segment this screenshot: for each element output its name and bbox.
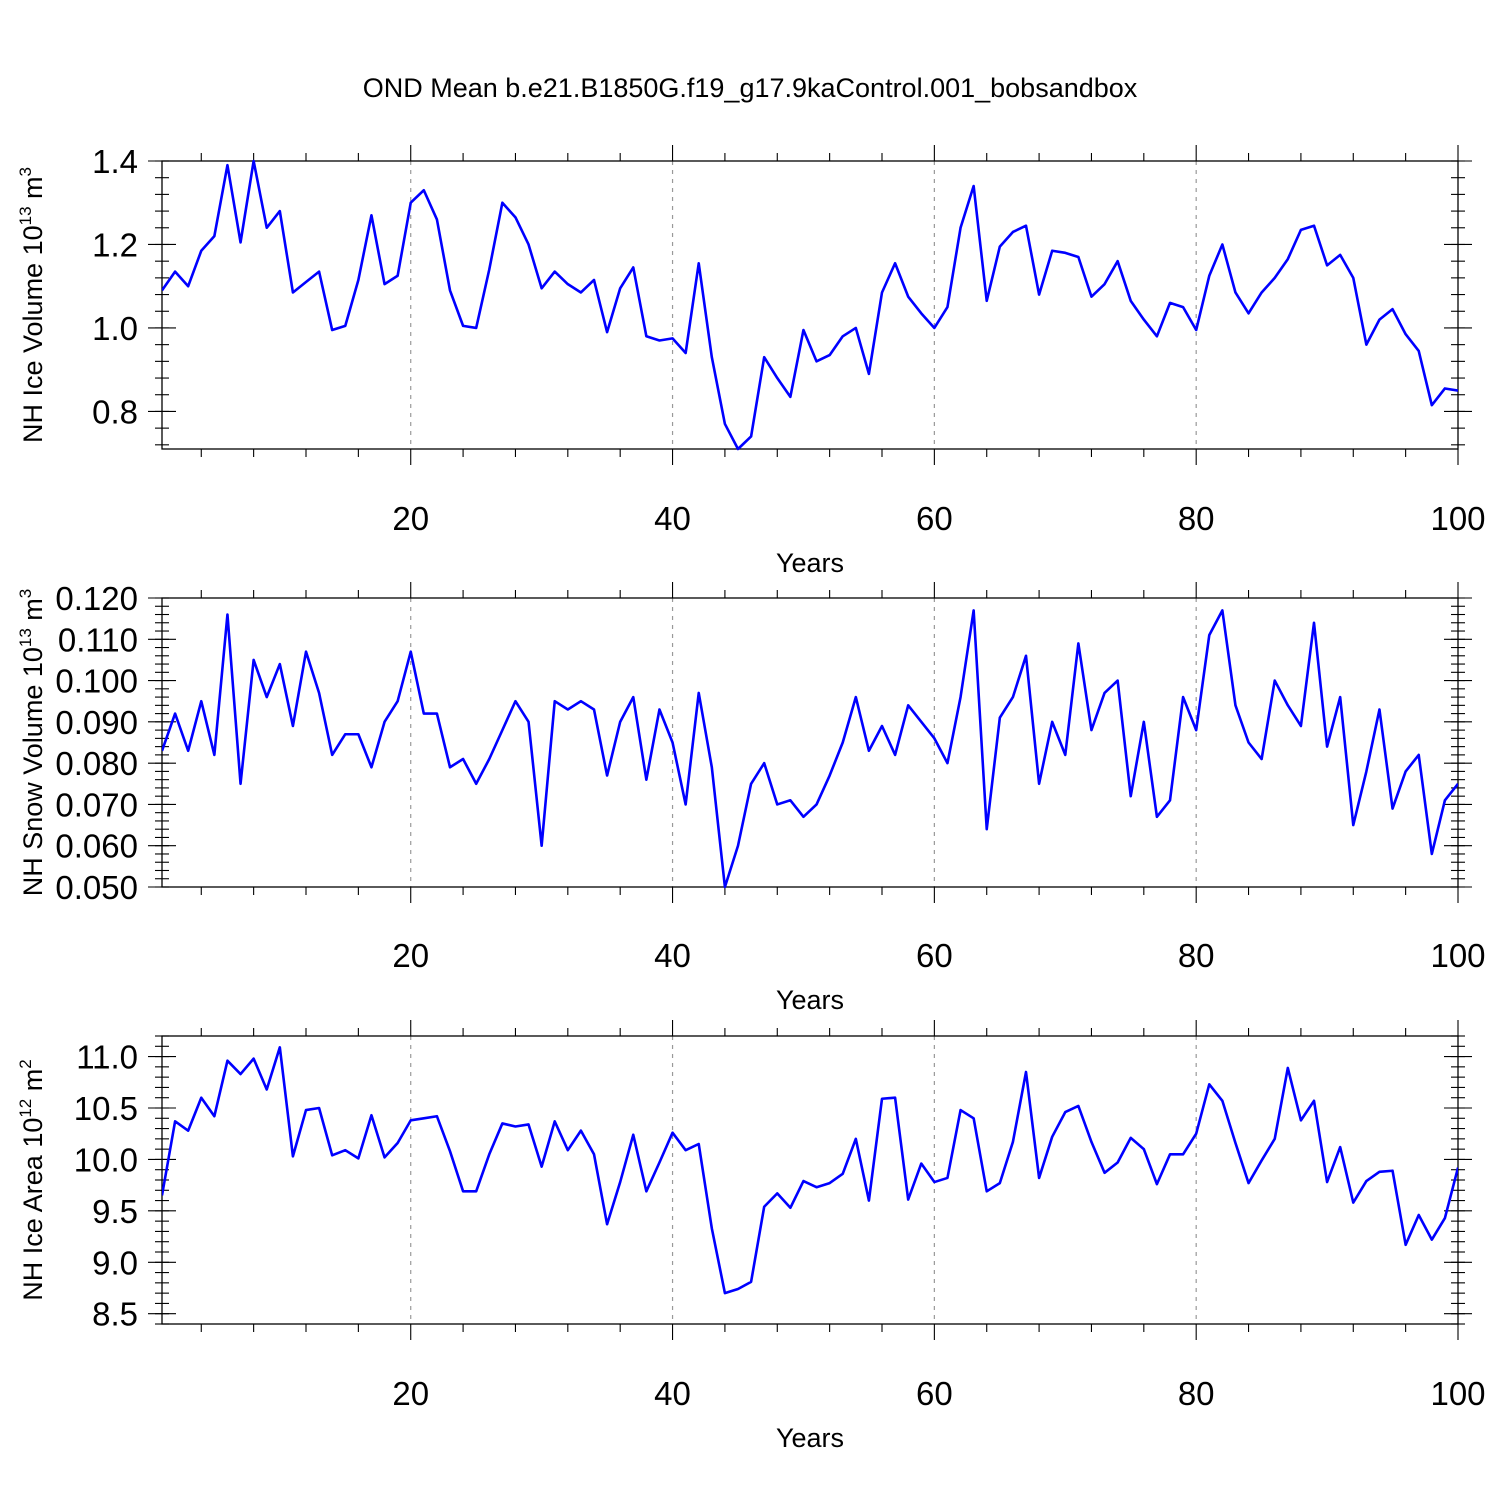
y-tick-label: 0.110: [58, 621, 138, 658]
y-tick-label: 0.070: [55, 786, 138, 823]
y-axis-label-unit-exponent: 3: [16, 167, 35, 176]
x-tick-label: 100: [1430, 500, 1485, 537]
y-tick-label: 0.8: [92, 393, 138, 430]
y-tick-label: 0.060: [55, 828, 138, 865]
y-axis-label-unit-exponent: 3: [16, 589, 35, 598]
y-axis-label-unit: m: [18, 176, 48, 206]
y-axis-label-text: NH Ice Volume 10: [18, 225, 48, 443]
x-axis-label: Years: [776, 985, 844, 1015]
y-tick-label: 1.2: [92, 226, 138, 263]
x-tick-label: 40: [654, 937, 691, 974]
panel-snow-volume: 0.050 0.060 0.070 0.080 0.090 0.100 0.110 0.120…: [16, 580, 1486, 1015]
panel-ice-volume: 0.8 1.0 1.2 1.4 20 40 60 80 100 Years NH Ice Volum…: [16, 143, 1486, 578]
x-tick-label: 40: [654, 1375, 691, 1412]
y-axis-label-exponent: 13: [16, 628, 35, 647]
y-axis-label-text: NH Ice Area 10: [18, 1118, 48, 1301]
y-tick-label: 0.050: [55, 869, 138, 906]
y-axis-label-exponent: 13: [16, 206, 35, 225]
plot-frame: [161, 1035, 1459, 1325]
y-tick-label: 10.0: [74, 1141, 138, 1178]
y-axis-label-exponent: 12: [16, 1099, 35, 1118]
y-axis-label-unit-exponent: 2: [16, 1059, 35, 1068]
y-tick-label: 11.0: [76, 1039, 138, 1076]
x-tick-label: 20: [392, 500, 429, 537]
y-tick-label: 0.120: [55, 580, 138, 617]
y-tick-label: 1.4: [92, 143, 138, 180]
y-axis-label-unit: m: [18, 1069, 48, 1099]
y-axis-label-unit: m: [18, 598, 48, 628]
y-axis-label: NH Ice Volume 1013 m3: [16, 167, 48, 443]
x-tick-label: 80: [1178, 937, 1215, 974]
x-tick-label: 100: [1430, 1375, 1485, 1412]
x-tick-label: 60: [916, 500, 953, 537]
series-line-ice-area: [162, 1046, 1458, 1295]
x-tick-label: 60: [916, 937, 953, 974]
x-axis-label: Years: [776, 1423, 844, 1453]
series-line-snow-volume: [162, 609, 1458, 889]
plot-frame: [161, 597, 1459, 888]
series-line-ice-volume: [162, 159, 1458, 451]
y-axis-label: NH Snow Volume 1013 m3: [16, 589, 48, 897]
x-tick-label: 20: [392, 937, 429, 974]
x-tick-label: 20: [392, 1375, 429, 1412]
y-tick-label: 0.090: [55, 704, 138, 741]
plot-frame: [161, 160, 1459, 450]
y-tick-label: 1.0: [92, 310, 138, 347]
y-tick-label: 0.080: [55, 745, 138, 782]
panel-ice-area: 8.5 9.0 9.5 10.0 10.5 11.0 20 40 60 80 100 Years NH …: [16, 1020, 1486, 1453]
y-tick-label: 10.5: [74, 1090, 138, 1127]
x-tick-label: 80: [1178, 500, 1215, 537]
chart-title: OND Mean b.e21.B1850G.f19_g17.9kaControl…: [363, 73, 1138, 103]
x-tick-label: 100: [1430, 937, 1485, 974]
x-axis-label: Years: [776, 548, 844, 578]
x-tick-label: 40: [654, 500, 691, 537]
y-tick-label: 9.5: [92, 1193, 138, 1230]
y-axis-label: NH Ice Area 1012 m2: [16, 1059, 48, 1300]
y-axis-label-text: NH Snow Volume 10: [18, 647, 48, 896]
y-tick-label: 9.0: [92, 1244, 138, 1281]
x-tick-label: 60: [916, 1375, 953, 1412]
y-tick-label: 0.100: [55, 663, 138, 700]
x-tick-label: 80: [1178, 1375, 1215, 1412]
y-tick-label: 8.5: [92, 1296, 138, 1333]
